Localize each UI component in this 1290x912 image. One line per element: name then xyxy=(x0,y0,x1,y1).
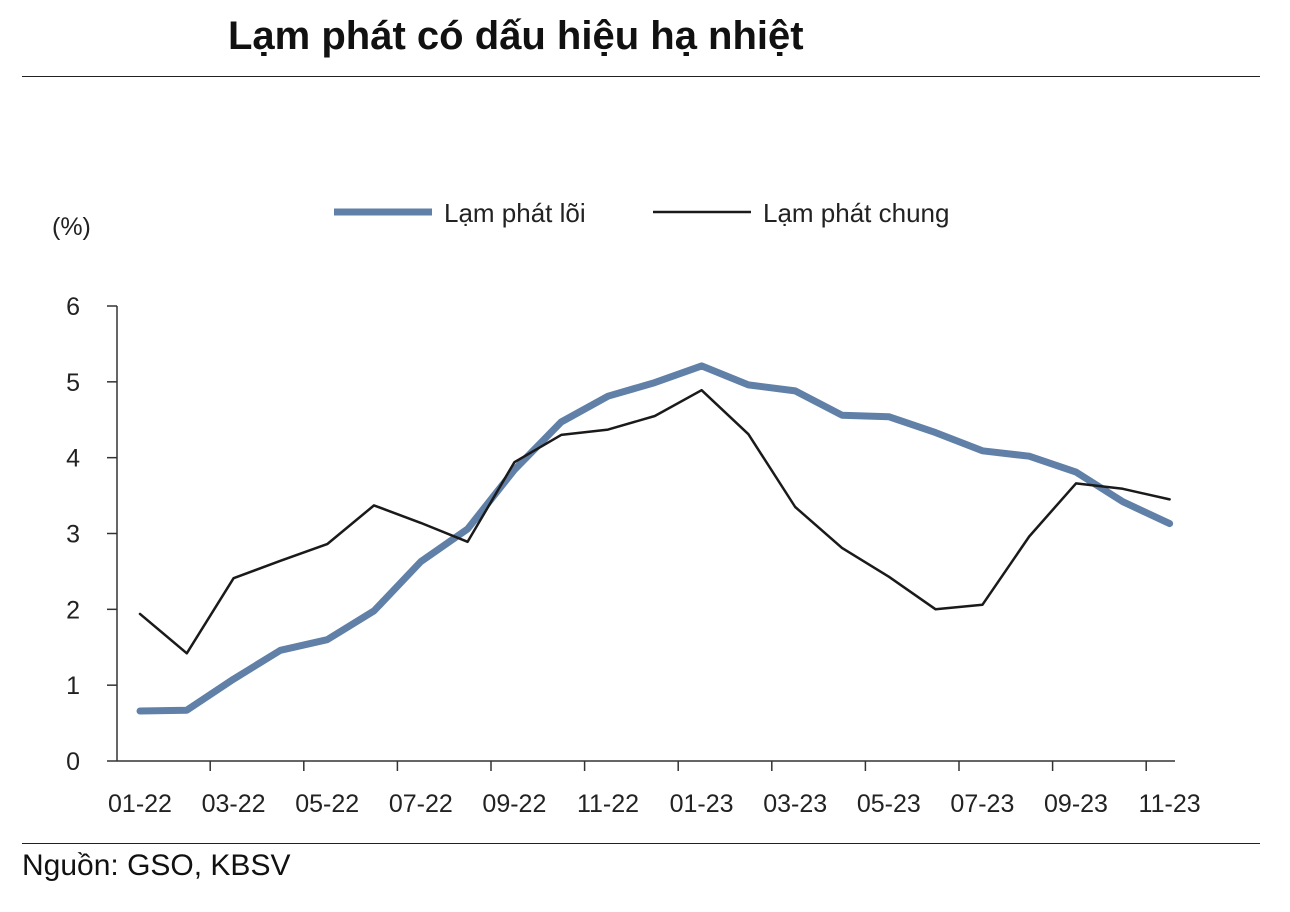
x-tick-label: 05-22 xyxy=(295,790,359,818)
legend-label-core: Lạm phát lõi xyxy=(444,198,586,228)
y-tick-label: 4 xyxy=(66,445,80,473)
x-tick-label: 11-23 xyxy=(1139,790,1201,818)
bottom-divider xyxy=(22,843,1260,844)
axes: 0 1 2 3 4 5 6 01-22 03-22 05-22 07-22 09-22 11-22 01-… xyxy=(66,293,1201,818)
x-tick-label: 03-22 xyxy=(202,790,266,818)
legend: Lạm phát lõi Lạm phát chung xyxy=(334,198,949,228)
x-tick-label: 09-23 xyxy=(1044,790,1108,818)
x-tick-label: 07-22 xyxy=(389,790,453,818)
series-line-headline-inflation xyxy=(138,388,1171,655)
x-tick-label: 01-23 xyxy=(670,790,734,818)
y-axis-label: (%) xyxy=(52,213,91,241)
y-tick-label: 1 xyxy=(66,672,80,700)
y-tick-label: 5 xyxy=(66,369,80,397)
x-tick-label: 09-22 xyxy=(482,790,546,818)
y-tick-label: 0 xyxy=(66,748,80,776)
x-tick-label: 05-23 xyxy=(857,790,921,818)
series-group xyxy=(136,362,1174,715)
y-tick-label: 6 xyxy=(66,293,80,321)
x-tick-label: 07-23 xyxy=(950,790,1014,818)
series-line-core-inflation xyxy=(136,362,1174,715)
source-note: Nguồn: GSO, KBSV xyxy=(22,849,291,882)
y-tick-label: 2 xyxy=(66,596,80,624)
y-tick-label: 3 xyxy=(66,521,80,549)
x-tick-label: 01-22 xyxy=(108,790,172,818)
x-tick-label: 11-22 xyxy=(577,790,639,818)
legend-label-headline: Lạm phát chung xyxy=(763,198,949,228)
x-tick-label: 03-23 xyxy=(763,790,827,818)
chart-title: Lạm phát có dấu hiệu hạ nhiệt xyxy=(228,14,804,58)
top-divider xyxy=(22,76,1260,77)
